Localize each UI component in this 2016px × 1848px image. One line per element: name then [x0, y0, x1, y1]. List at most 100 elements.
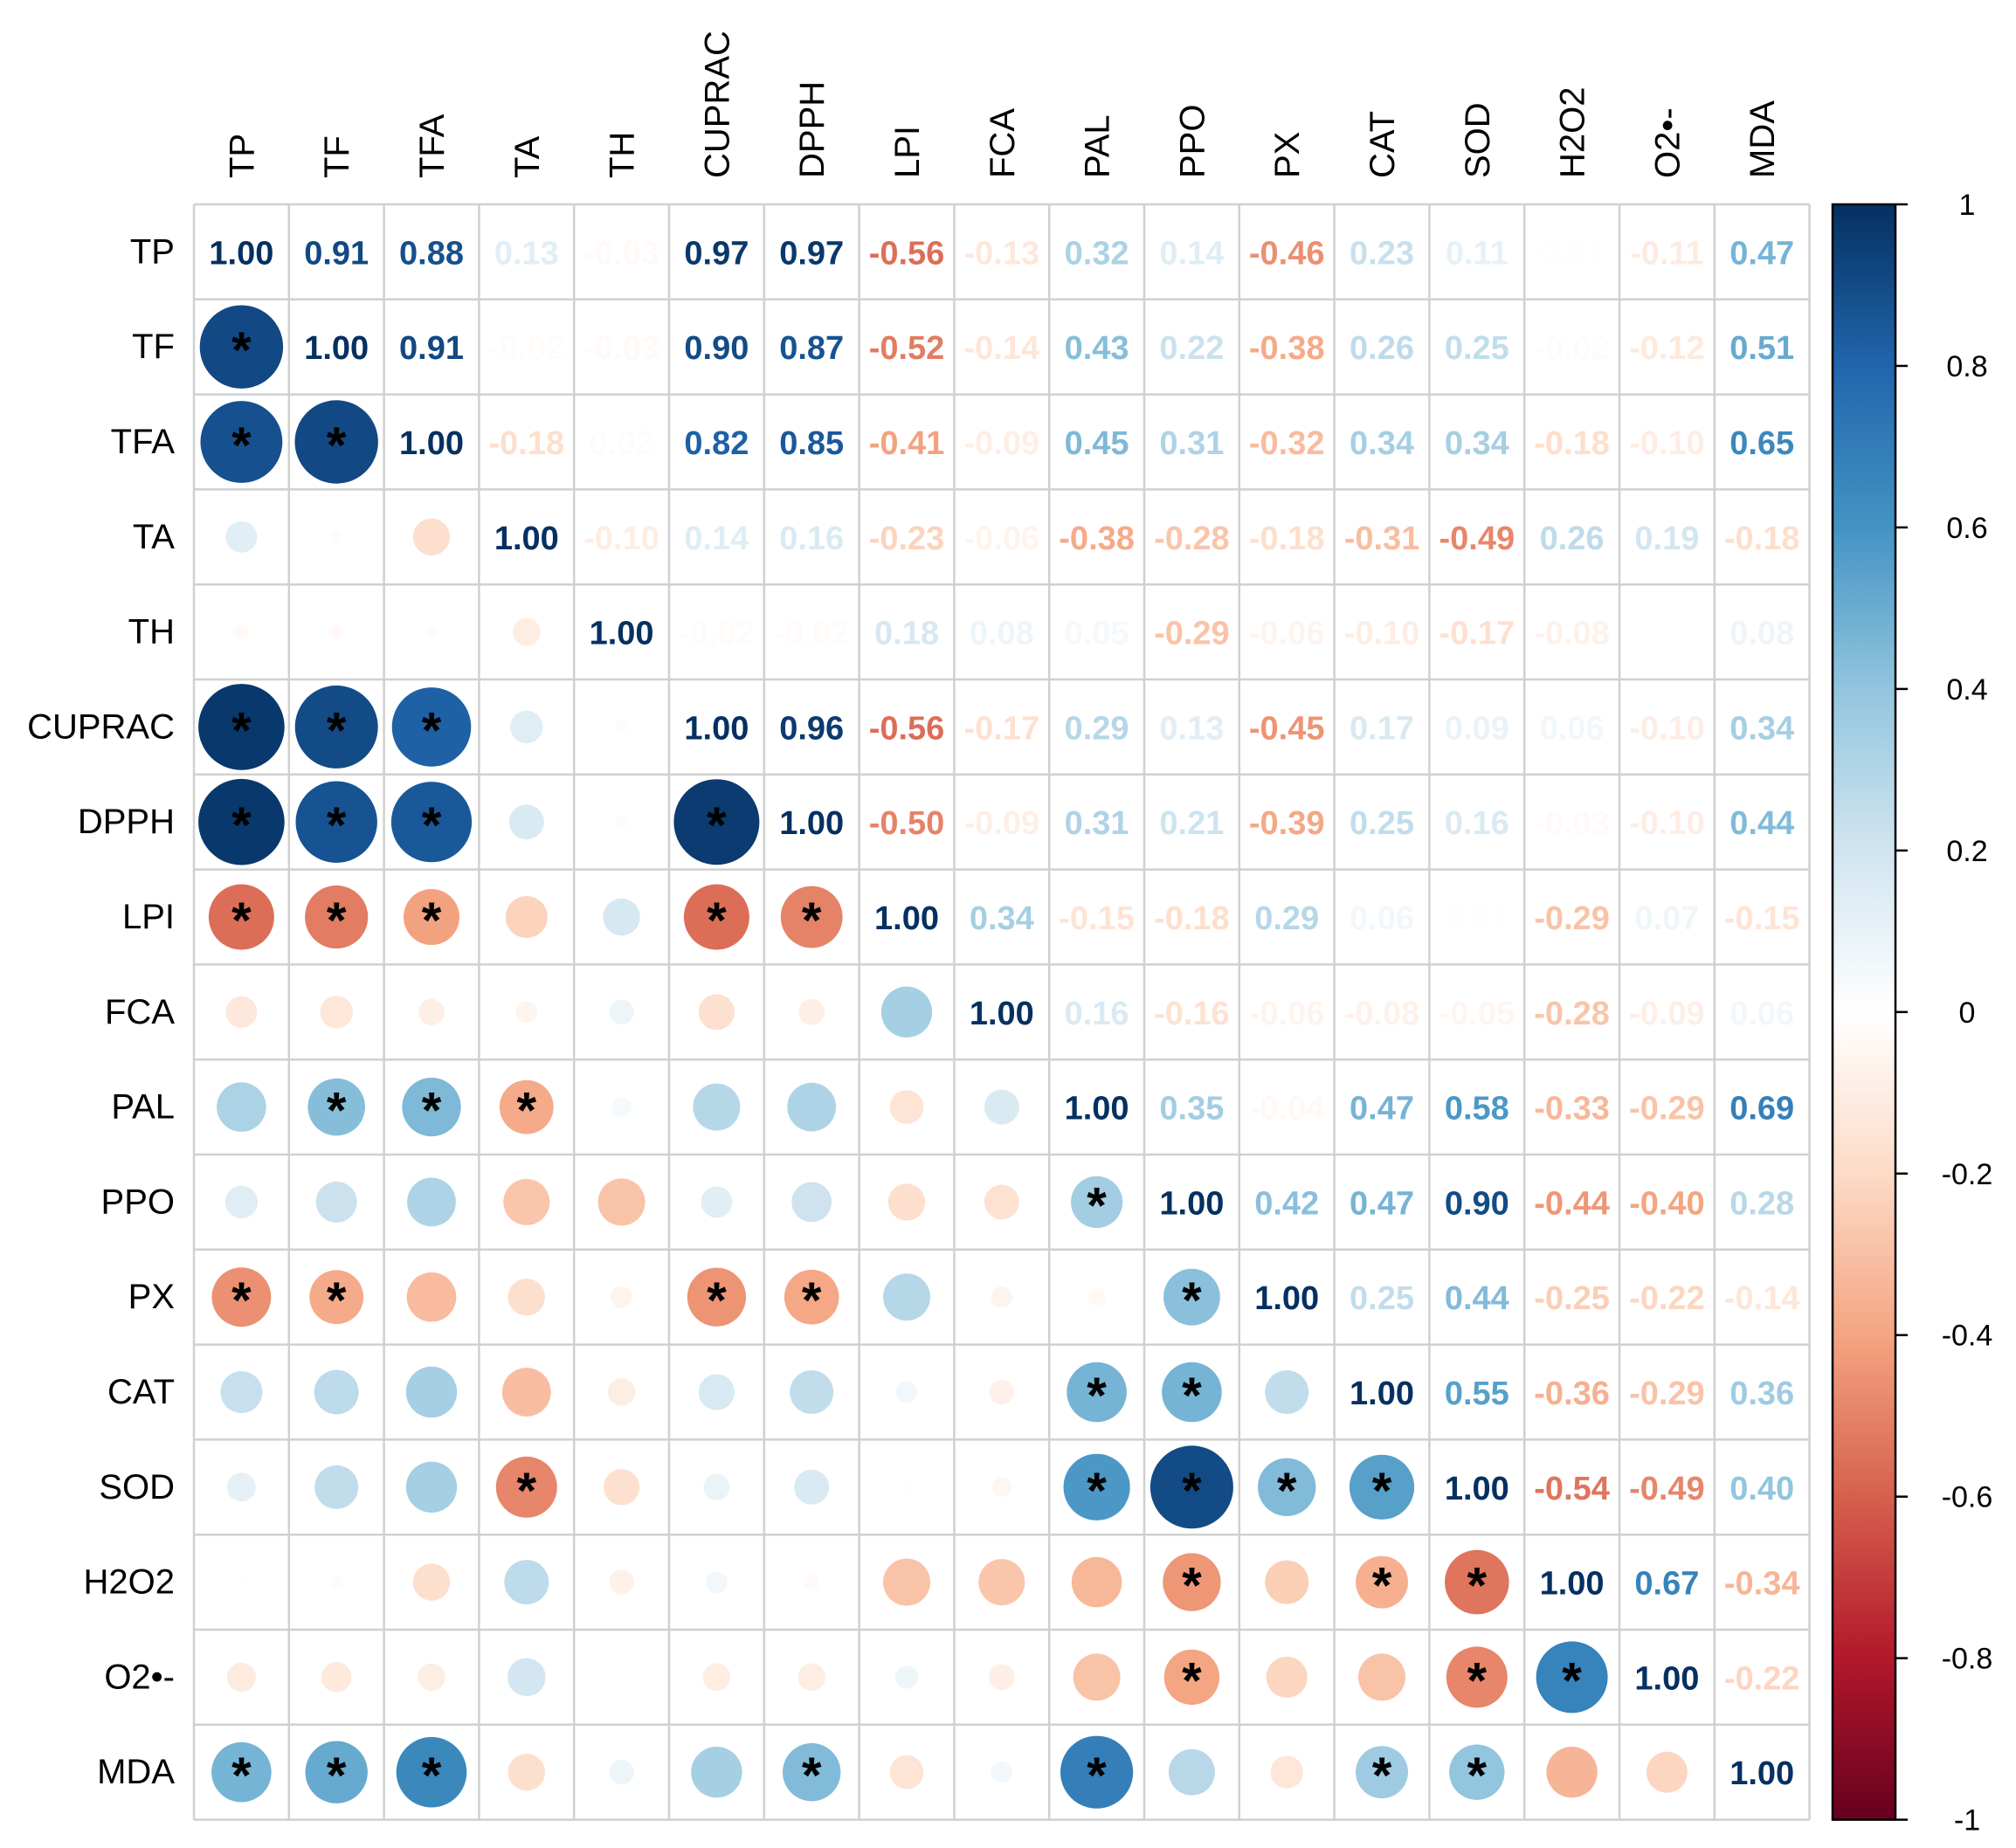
corr-circle-TH-TF: [328, 624, 344, 640]
column-label-PAL: PAL: [1079, 114, 1117, 178]
corr-circle-O2•--TF: [321, 1662, 352, 1693]
corr-circle-PX-TFA: [406, 1272, 457, 1322]
corr-value-PX-CAT: 0.25: [1350, 1280, 1414, 1317]
corr-circle-PPO-LPI: [887, 1183, 926, 1221]
corr-circle-O2•--DPPH: [797, 1663, 825, 1692]
corr-value-TFA-TH: 0.02: [590, 425, 654, 462]
column-label-TF: TF: [318, 135, 356, 178]
significance-star: *: [517, 1083, 537, 1140]
corr-value-TF-H2O2: -0.02: [1534, 330, 1610, 367]
corr-circle-PX-TF: [309, 1270, 364, 1325]
significance-star: *: [1087, 1463, 1107, 1520]
corr-value-SOD-H2O2: -0.54: [1534, 1471, 1610, 1507]
corr-value-PX-PX: 1.00: [1254, 1280, 1319, 1317]
corr-value-CUPRAC-LPI: -0.56: [869, 710, 945, 747]
corr-value-TP-TP: 1.00: [209, 235, 273, 272]
corr-value-TFA-PAL: 0.45: [1065, 425, 1129, 462]
corr-circle-LPI-TFA: [404, 889, 459, 945]
significance-star: *: [517, 1463, 537, 1520]
corr-circle-O2•--LPI: [894, 1665, 919, 1689]
corr-value-PAL-CAT: 0.47: [1350, 1091, 1414, 1127]
column-label-O2•-: O2•-: [1648, 107, 1687, 178]
row-label-CUPRAC: CUPRAC: [27, 707, 175, 746]
corr-circle-CAT-PX: [1265, 1370, 1309, 1414]
corr-circle-FCA-LPI: [880, 986, 933, 1038]
significance-star: *: [1467, 1652, 1488, 1709]
corr-circle-FCA-TP: [225, 996, 258, 1028]
row-label-LPI: LPI: [122, 898, 175, 936]
corr-value-TA-LPI: -0.23: [869, 521, 945, 557]
corr-circle-FCA-TFA: [418, 998, 445, 1025]
corr-value-PX-H2O2: -0.25: [1534, 1280, 1610, 1317]
corr-circle-SOD-TA: [495, 1456, 557, 1518]
corr-circle-PX-DPPH: [784, 1269, 839, 1325]
colorbar-tick-label: -0.4: [1942, 1320, 1993, 1353]
corr-value-TA-DPPH: 0.16: [779, 521, 844, 557]
corr-value-LPI-PPO: -0.18: [1154, 900, 1230, 937]
corr-value-TA-TH: -0.10: [583, 521, 659, 557]
corr-value-PX-SOD: 0.44: [1445, 1280, 1509, 1317]
corr-value-TFA-FCA: -0.09: [963, 425, 1039, 462]
corr-value-TF-CUPRAC: 0.90: [684, 330, 749, 367]
corr-value-TFA-H2O2: -0.18: [1534, 425, 1610, 462]
corr-circle-H2O2-PX: [1265, 1560, 1309, 1604]
corr-value-TF-DPPH: 0.87: [779, 330, 844, 367]
corr-circle-PX-TA: [507, 1279, 545, 1316]
corr-circle-CAT-TFA: [405, 1366, 458, 1418]
column-label-TA: TA: [508, 136, 547, 178]
corr-value-TP-TFA: 0.88: [399, 235, 464, 272]
corr-value-LPI-LPI: 1.00: [874, 900, 939, 937]
corr-circle-MDA-H2O2: [1546, 1747, 1598, 1798]
significance-star: *: [327, 1083, 347, 1140]
corr-value-H2O2-O2•-: 0.67: [1634, 1566, 1699, 1603]
significance-star: *: [1087, 1368, 1107, 1424]
corr-value-LPI-H2O2: -0.29: [1534, 900, 1610, 937]
corr-value-TFA-LPI: -0.41: [869, 425, 945, 462]
corr-circle-SOD-FCA: [991, 1477, 1012, 1498]
corr-value-PAL-PAL: 1.00: [1065, 1091, 1129, 1127]
corr-value-TF-PAL: 0.43: [1065, 330, 1129, 367]
corr-circle-PAL-TFA: [402, 1078, 461, 1137]
corr-circle-O2•--FCA: [988, 1664, 1015, 1691]
corr-circle-MDA-SOD: [1449, 1744, 1505, 1800]
corr-value-TH-CUPRAC: -0.02: [679, 616, 755, 652]
corr-value-TFA-TA: -0.18: [488, 425, 564, 462]
column-label-FCA: FCA: [984, 108, 1022, 178]
significance-star: *: [231, 322, 252, 379]
corr-circle-MDA-PPO: [1168, 1748, 1215, 1796]
corr-circle-PPO-CUPRAC: [701, 1186, 733, 1218]
corr-circle-MDA-O2•-: [1646, 1751, 1688, 1793]
corr-circle-H2O2-TFA: [412, 1563, 451, 1601]
corr-value-CUPRAC-DPPH: 0.96: [779, 710, 844, 747]
corr-circle-TA-TFA: [412, 518, 451, 555]
corr-value-CAT-SOD: 0.55: [1445, 1376, 1509, 1412]
corr-value-PAL-O2•-: -0.29: [1629, 1091, 1705, 1127]
corr-value-TFA-CUPRAC: 0.82: [684, 425, 749, 462]
corr-value-CUPRAC-MDA: 0.34: [1729, 710, 1794, 747]
significance-star: *: [1372, 1748, 1392, 1804]
corr-value-DPPH-PAL: 0.31: [1065, 805, 1129, 842]
corr-circle-SOD-DPPH: [794, 1469, 830, 1505]
colorbar-tick-label: 0: [1959, 996, 1976, 1030]
corr-value-SOD-O2•-: -0.49: [1629, 1471, 1705, 1507]
corr-value-TP-TF: 0.91: [304, 235, 369, 272]
corr-circle-TA-TP: [225, 521, 258, 553]
corr-circle-CAT-TP: [220, 1371, 263, 1413]
row-label-PAL: PAL: [111, 1088, 175, 1127]
corr-value-TP-O2•-: -0.11: [1630, 235, 1704, 272]
corr-circle-SOD-TH: [604, 1469, 640, 1506]
corr-value-TF-TF: 1.00: [304, 330, 369, 367]
corr-value-TH-DPPH: -0.02: [774, 616, 850, 652]
corr-circle-SOD-PX: [1258, 1458, 1316, 1517]
corr-value-TH-SOD: -0.17: [1439, 616, 1515, 652]
column-label-MDA: MDA: [1743, 100, 1782, 178]
corr-circle-PX-TH: [611, 1286, 632, 1308]
corr-value-LPI-MDA: -0.15: [1724, 900, 1800, 937]
corr-circle-SOD-CUPRAC: [703, 1473, 730, 1500]
corr-value-CUPRAC-PX: -0.45: [1249, 710, 1325, 747]
corr-value-TP-DPPH: 0.97: [779, 235, 844, 272]
corr-value-CUPRAC-SOD: 0.09: [1445, 710, 1509, 747]
column-label-CUPRAC: CUPRAC: [698, 31, 736, 178]
corr-value-DPPH-H2O2: -0.03: [1534, 805, 1610, 842]
corr-value-PAL-MDA: 0.69: [1729, 1091, 1794, 1127]
